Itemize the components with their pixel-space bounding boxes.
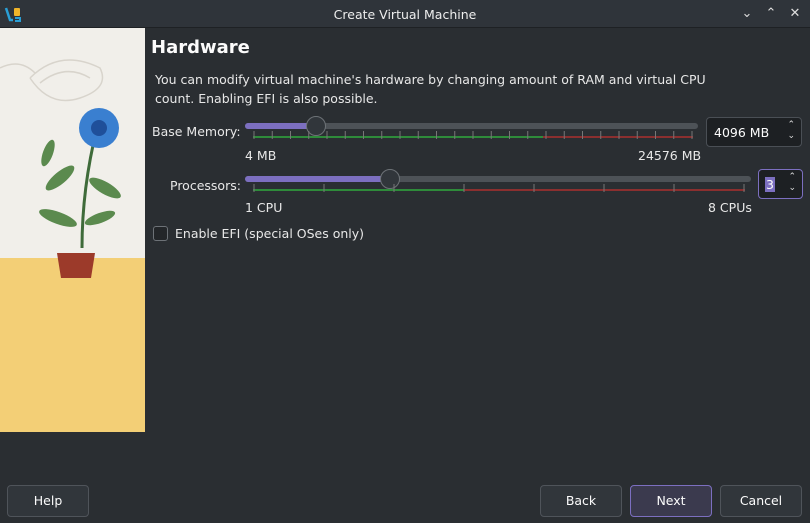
page-description: You can modify virtual machine's hardwar… <box>155 72 706 106</box>
efi-checkbox[interactable] <box>153 226 168 241</box>
efi-label[interactable]: Enable EFI (special OSes only) <box>175 226 365 241</box>
memory-spinbox[interactable]: 4096 MB ⌃ ⌄ <box>706 117 802 147</box>
window-title: Create Virtual Machine <box>333 7 477 22</box>
memory-min-label: 4 MB <box>245 148 277 163</box>
cancel-button[interactable]: Cancel <box>720 485 802 517</box>
close-icon[interactable]: ✕ <box>789 6 801 21</box>
processors-spinbox[interactable]: 3 ⌃ ⌄ <box>758 169 803 199</box>
memory-label: Base Memory: <box>152 124 241 139</box>
minimize-icon[interactable]: ⌄ <box>741 6 753 21</box>
help-button[interactable]: Help <box>7 485 89 517</box>
processors-min-label: 1 CPU <box>245 200 283 215</box>
processors-slider-handle[interactable] <box>379 169 400 189</box>
processors-slider-fill <box>245 176 390 182</box>
memory-ticks <box>253 131 693 139</box>
processors-label: Processors: <box>170 178 241 193</box>
spin-up-icon[interactable]: ⌃ <box>787 120 795 130</box>
title-bar: Create Virtual Machine ⌄ ⌃ ✕ <box>0 0 810 28</box>
maximize-icon[interactable]: ⌃ <box>765 6 777 21</box>
memory-max-label: 24576 MB <box>638 148 702 163</box>
memory-slider-handle[interactable] <box>306 116 327 136</box>
spin-down-icon[interactable]: ⌄ <box>787 131 795 141</box>
processors-value: 3 <box>765 177 775 192</box>
next-button[interactable]: Next <box>630 485 712 517</box>
spin-up-icon[interactable]: ⌃ <box>788 172 796 182</box>
wizard-illustration <box>0 28 145 432</box>
processors-ticks <box>253 184 745 192</box>
memory-slider-fill <box>245 123 317 129</box>
memory-slider[interactable] <box>245 116 698 136</box>
app-icon <box>4 7 21 22</box>
spin-down-icon[interactable]: ⌄ <box>788 183 796 193</box>
back-button[interactable]: Back <box>540 485 622 517</box>
processors-slider[interactable] <box>245 169 751 189</box>
memory-value: 4096 MB <box>714 125 770 140</box>
page-title: Hardware <box>151 37 250 58</box>
processors-max-label: 8 CPUs <box>708 200 752 215</box>
